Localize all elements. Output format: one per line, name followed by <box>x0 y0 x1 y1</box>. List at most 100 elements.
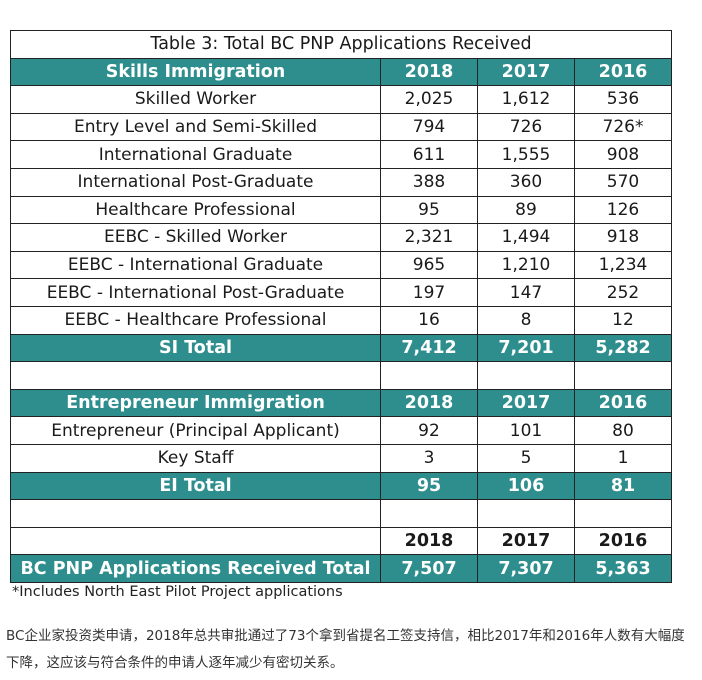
year-header: 2016 <box>574 57 672 87</box>
row-label: International Post-Graduate <box>10 167 381 197</box>
row-label: Key Staff <box>10 443 381 473</box>
applications-table: Table 3: Total BC PNP Applications Recei… <box>10 30 672 583</box>
year-header: 2016 <box>574 388 672 418</box>
cell-value: 918 <box>574 223 672 252</box>
grand-total-value: 7,507 <box>380 554 478 583</box>
empty-cell <box>380 361 478 390</box>
cell-value: 726 <box>477 112 575 142</box>
grand-total-value: 5,363 <box>574 554 672 583</box>
table-title: Table 3: Total BC PNP Applications Recei… <box>10 30 672 59</box>
cell-value: 5 <box>477 443 575 473</box>
empty-cell <box>10 361 381 390</box>
cell-value: 3 <box>380 443 478 473</box>
cell-value: 101 <box>477 416 575 445</box>
row-label: Healthcare Professional <box>10 195 381 225</box>
year-header: 2017 <box>477 388 575 418</box>
cell-value: 965 <box>380 250 478 280</box>
table-row: Skilled Worker 2,025 1,612 536 <box>10 85 672 114</box>
cell-value: 16 <box>380 305 478 335</box>
cell-value: 1,494 <box>477 223 575 252</box>
total-label: SI Total <box>10 333 381 363</box>
empty-cell <box>10 499 381 528</box>
table-row: Entry Level and Semi-Skilled 794 726 726… <box>10 112 672 142</box>
empty-cell <box>380 499 478 528</box>
table-row: EEBC - Healthcare Professional 16 8 12 <box>10 305 672 335</box>
cell-value: 12 <box>574 305 672 335</box>
table-row: EEBC - International Post-Graduate 197 1… <box>10 278 672 307</box>
cell-value: 95 <box>380 195 478 225</box>
empty-cell <box>477 361 575 390</box>
cell-value: 1,210 <box>477 250 575 280</box>
table-row: EEBC - Skilled Worker 2,321 1,494 918 <box>10 223 672 252</box>
cell-value: 92 <box>380 416 478 445</box>
row-label: EEBC - Healthcare Professional <box>10 305 381 335</box>
total-value: 7,201 <box>477 333 575 363</box>
row-label: Skilled Worker <box>10 85 381 114</box>
cell-value: 611 <box>380 140 478 169</box>
ei-total-row: EI Total 95 106 81 <box>10 471 672 501</box>
article-paragraph: BC企业家投资类申请，2018年总共审批通过了73个拿到省提名工签支持信，相比2… <box>6 628 685 671</box>
entrepreneur-section-label: Entrepreneur Immigration <box>10 388 381 418</box>
cell-value: 794 <box>380 112 478 142</box>
cell-value: 360 <box>477 167 575 197</box>
row-label: EEBC - Skilled Worker <box>10 223 381 252</box>
grand-total-row: BC PNP Applications Received Total 7,507… <box>10 554 672 583</box>
cell-value: 1,234 <box>574 250 672 280</box>
cell-value: 80 <box>574 416 672 445</box>
cell-value: 1,612 <box>477 85 575 114</box>
table-title-row: Table 3: Total BC PNP Applications Recei… <box>10 30 672 59</box>
cell-value: 726* <box>574 112 672 142</box>
grand-total-value: 7,307 <box>477 554 575 583</box>
table-row: Healthcare Professional 95 89 126 <box>10 195 672 225</box>
cell-value: 1,555 <box>477 140 575 169</box>
row-label: EEBC - International Post-Graduate <box>10 278 381 307</box>
total-value: 7,412 <box>380 333 478 363</box>
empty-cell <box>10 526 381 556</box>
empty-cell <box>477 499 575 528</box>
table-row: Entrepreneur (Principal Applicant) 92 10… <box>10 416 672 445</box>
cell-value: 252 <box>574 278 672 307</box>
skills-header-row: Skills Immigration 2018 2017 2016 <box>10 57 672 87</box>
cell-value: 2,321 <box>380 223 478 252</box>
cell-value: 570 <box>574 167 672 197</box>
cell-value: 126 <box>574 195 672 225</box>
total-value: 81 <box>574 471 672 501</box>
cell-value: 2,025 <box>380 85 478 114</box>
total-label: EI Total <box>10 471 381 501</box>
entrepreneur-header-row: Entrepreneur Immigration 2018 2017 2016 <box>10 388 672 418</box>
row-label: EEBC - International Graduate <box>10 250 381 280</box>
cell-value: 147 <box>477 278 575 307</box>
grand-total-label: BC PNP Applications Received Total <box>10 554 381 583</box>
table-row: International Post-Graduate 388 360 570 <box>10 167 672 197</box>
year-header: 2017 <box>477 57 575 87</box>
cell-value: 908 <box>574 140 672 169</box>
table-row: Key Staff 3 5 1 <box>10 443 672 473</box>
total-value: 95 <box>380 471 478 501</box>
cell-value: 388 <box>380 167 478 197</box>
year-header: 2018 <box>380 388 478 418</box>
si-total-row: SI Total 7,412 7,201 5,282 <box>10 333 672 363</box>
empty-cell <box>574 499 672 528</box>
year-header: 2018 <box>380 526 478 556</box>
row-label: International Graduate <box>10 140 381 169</box>
spacer-row <box>10 499 672 528</box>
empty-cell <box>574 361 672 390</box>
year-header: 2018 <box>380 57 478 87</box>
year-header: 2017 <box>477 526 575 556</box>
total-value: 5,282 <box>574 333 672 363</box>
cell-value: 536 <box>574 85 672 114</box>
year-header: 2016 <box>574 526 672 556</box>
skills-section-label: Skills Immigration <box>10 57 381 87</box>
table-footnote: *Includes North East Pilot Project appli… <box>12 584 343 600</box>
row-label: Entrepreneur (Principal Applicant) <box>10 416 381 445</box>
grand-years-row: 2018 2017 2016 <box>10 526 672 556</box>
row-label: Entry Level and Semi-Skilled <box>10 112 381 142</box>
table-row: International Graduate 611 1,555 908 <box>10 140 672 169</box>
spacer-row <box>10 361 672 390</box>
cell-value: 8 <box>477 305 575 335</box>
cell-value: 1 <box>574 443 672 473</box>
total-value: 106 <box>477 471 575 501</box>
cell-value: 89 <box>477 195 575 225</box>
cell-value: 197 <box>380 278 478 307</box>
table-row: EEBC - International Graduate 965 1,210 … <box>10 250 672 280</box>
